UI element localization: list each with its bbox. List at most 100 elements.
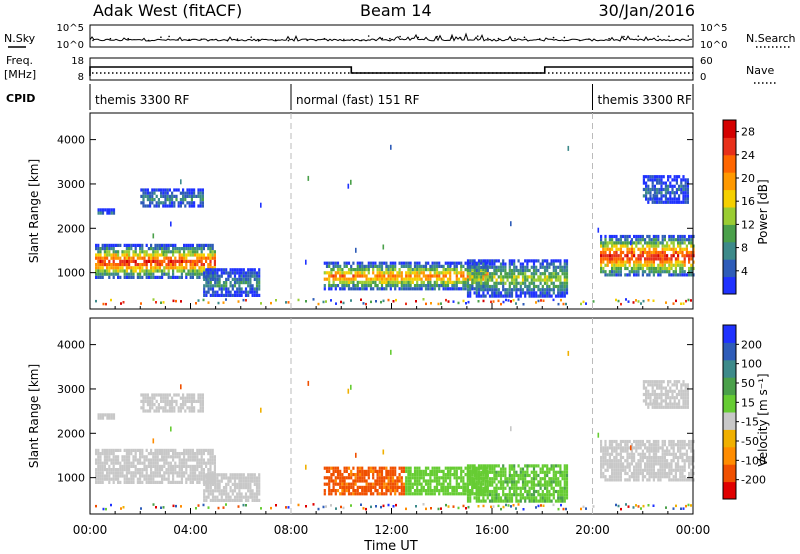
- power-cell: [367, 264, 370, 268]
- power-cell: [233, 271, 237, 275]
- velocity-cell: [216, 473, 219, 477]
- power-cell: [211, 290, 215, 294]
- nsearch-point: [127, 37, 129, 40]
- velocity-cell: [216, 489, 219, 493]
- velocity-cell: [352, 466, 355, 470]
- power-cell: [105, 302, 107, 306]
- velocity-cell: [482, 496, 485, 500]
- power-cell: [323, 284, 326, 288]
- velocity-cell: [656, 396, 659, 400]
- power-cell: [345, 271, 348, 275]
- power-cell: [169, 256, 172, 260]
- power-cell: [125, 266, 128, 270]
- velocity-cell: [639, 468, 642, 472]
- velocity-cell: [209, 458, 212, 462]
- velocity-cell: [602, 449, 605, 453]
- velocity-cell: [515, 493, 518, 497]
- power-cell: [99, 269, 102, 273]
- power-cell: [361, 264, 364, 268]
- power-cell: [166, 188, 169, 192]
- velocity-cell: [158, 452, 161, 456]
- velocity-cell: [513, 480, 516, 484]
- power-cell: [602, 241, 605, 245]
- power-cell: [675, 181, 678, 185]
- velocity-cell: [209, 479, 212, 483]
- velocity-cell: [144, 399, 147, 403]
- velocity-cell: [409, 492, 412, 496]
- velocity-cell: [449, 476, 452, 480]
- power-cell: [400, 284, 403, 288]
- power-cell: [249, 268, 252, 272]
- velocity-cell: [358, 479, 362, 483]
- power-cell: [190, 198, 193, 202]
- power-cell: [462, 284, 465, 288]
- cpid-row: themis 3300 RF normal (fast) 151 RF themis…: [95, 84, 692, 113]
- power-cell: [189, 247, 192, 251]
- power-cell: [526, 259, 529, 263]
- velocity-cell: [146, 396, 149, 400]
- power-cell: [335, 302, 337, 305]
- velocity-cell: [661, 475, 664, 479]
- power-cell: [622, 234, 625, 239]
- power-cell: [172, 250, 175, 254]
- velocity-cell: [141, 455, 144, 459]
- velocity-cell: [394, 479, 397, 483]
- velocity-cell: [255, 498, 259, 502]
- velocity-cell: [690, 468, 693, 472]
- power-cell: [430, 302, 432, 305]
- power-cell: [484, 262, 487, 266]
- velocity-cell: [201, 406, 204, 410]
- power-cell: [229, 268, 232, 272]
- power-cell: [670, 257, 673, 261]
- nsearch-point: [381, 37, 384, 40]
- power-cell: [336, 277, 340, 281]
- velocity-cell: [681, 468, 684, 472]
- velocity-cell: [675, 386, 678, 390]
- power-cell: [655, 234, 658, 239]
- velocity-cell: [668, 471, 671, 476]
- power-cell: [350, 287, 353, 291]
- power-cell: [391, 274, 395, 278]
- power-cell: [355, 247, 357, 253]
- velocity-cell: [633, 446, 636, 450]
- velocity-cell: [167, 461, 170, 465]
- freq-unit-label: [MHz]: [4, 68, 36, 81]
- velocity-cell: [663, 471, 666, 476]
- velocity-cell: [132, 464, 135, 468]
- velocity-cell: [617, 465, 620, 469]
- power-cell: [482, 281, 485, 285]
- velocity-cell: [361, 469, 364, 473]
- power-cell: [205, 259, 208, 263]
- velocity-cell: [211, 495, 215, 499]
- power-cell: [515, 284, 518, 289]
- velocity-cell: [222, 492, 226, 496]
- power-cell: [655, 241, 658, 245]
- power-cell: [674, 263, 677, 267]
- power-cell: [471, 272, 474, 276]
- power-cell: [147, 253, 150, 257]
- velocity-cell: [653, 399, 656, 403]
- velocity-cell: [651, 380, 654, 384]
- power-cell: [145, 275, 148, 279]
- velocity-cell: [328, 479, 331, 483]
- velocity-cell: [160, 399, 163, 403]
- velocity-cell: [626, 439, 629, 444]
- power-cell: [167, 256, 170, 260]
- velocity-cell: [427, 485, 430, 489]
- power-cell: [680, 200, 683, 204]
- velocity-cell: [662, 405, 665, 409]
- velocity-cell: [214, 489, 217, 493]
- power-cell: [429, 271, 432, 275]
- power-cell: [325, 300, 327, 303]
- velocity-cell: [690, 449, 693, 453]
- power-cell: [628, 273, 631, 277]
- power-cell: [205, 293, 208, 297]
- power-cell: [322, 300, 325, 304]
- power-cell: [367, 271, 370, 275]
- power-cell: [275, 299, 277, 302]
- power-cell: [554, 284, 558, 289]
- power-cell: [160, 188, 163, 192]
- power-cell: [532, 294, 536, 298]
- power-cell: [242, 298, 245, 302]
- velocity-cell: [678, 399, 681, 403]
